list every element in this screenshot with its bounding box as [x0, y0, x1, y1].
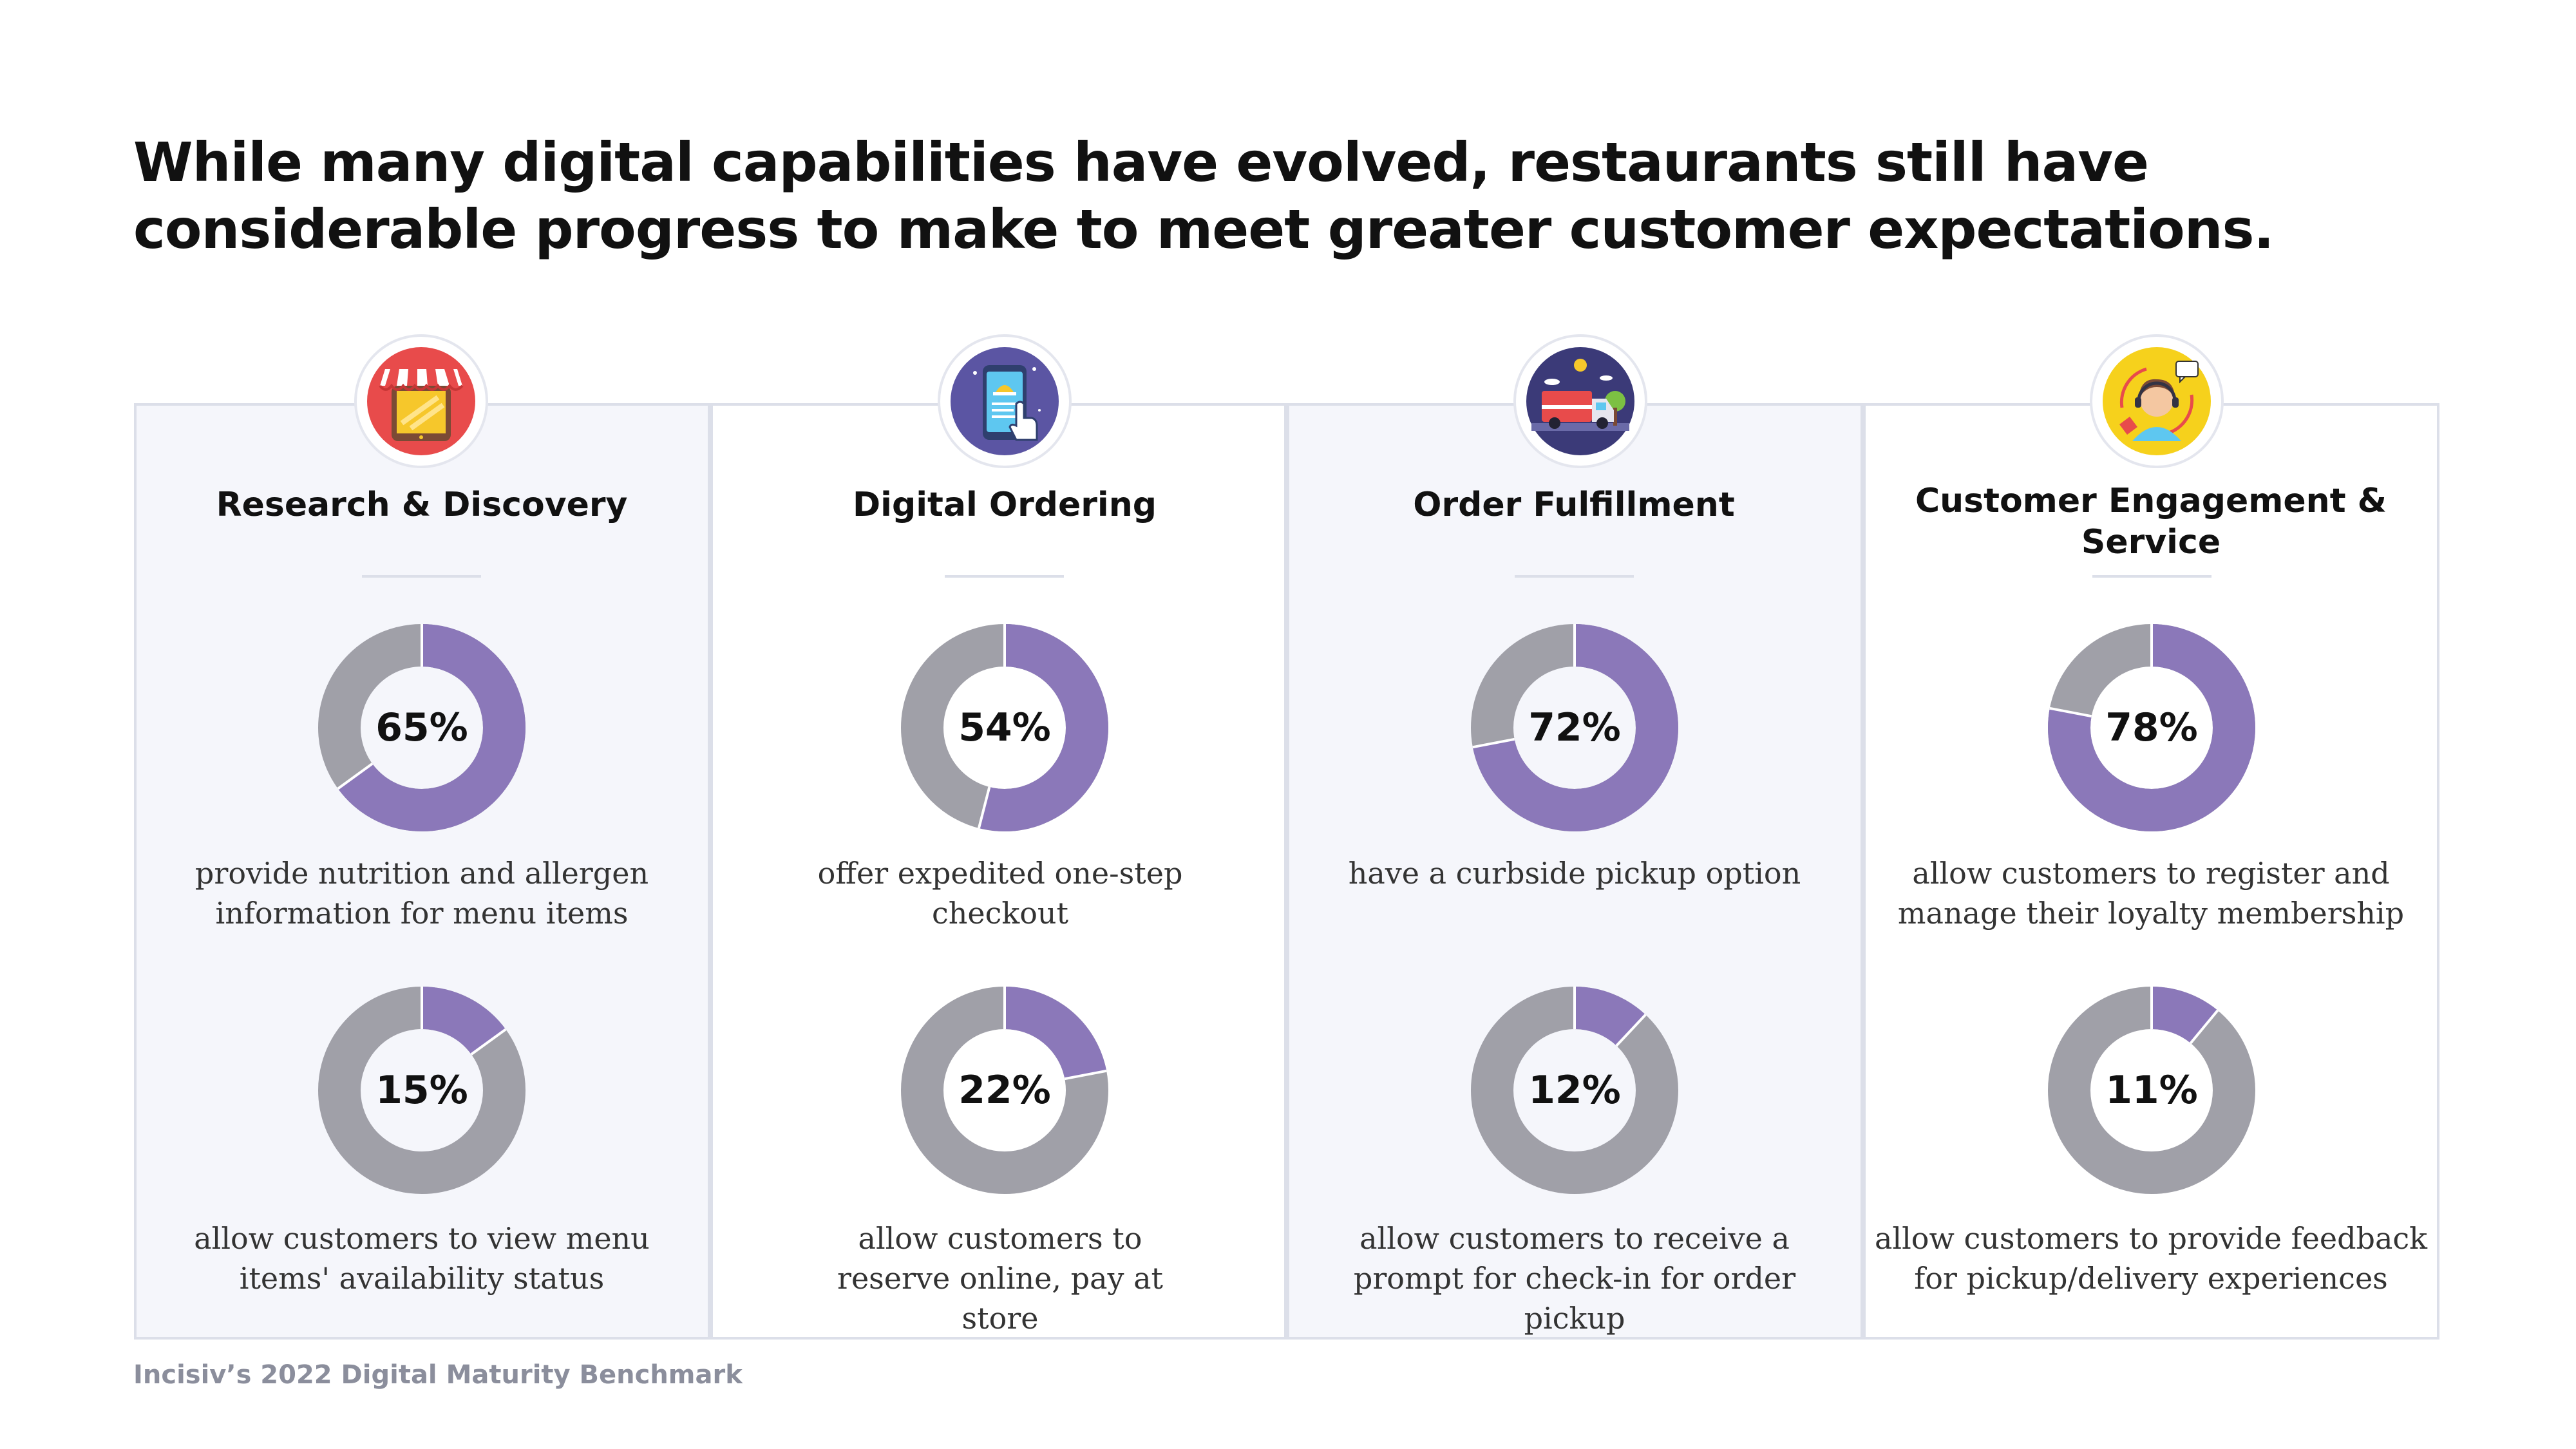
column-divider: [2092, 575, 2211, 578]
panel-order-fulfillment: [1287, 403, 1863, 1340]
donut-segment-separator: [1615, 1014, 1647, 1047]
donut-chart-research-discovery-2: 15%: [318, 987, 526, 1194]
stat-description: offer expedited one-step checkout: [817, 856, 1183, 931]
column-divider: [945, 575, 1064, 578]
donut-value-label: 54%: [958, 705, 1051, 750]
donut-value-label: 12%: [1528, 1068, 1621, 1113]
page-title: While many digital capabilities have evo…: [133, 131, 2274, 261]
customer-support-headset-icon: [2090, 334, 2224, 468]
donut-chart-customer-engagement-2: 11%: [2048, 987, 2255, 1194]
donut-segment-separator: [1064, 1069, 1107, 1081]
stat-description: allow customers to receive a prompt for …: [1353, 1221, 1796, 1336]
source-caption: Incisiv’s 2022 Digital Maturity Benchmar…: [133, 1360, 743, 1390]
donut-value-label: 15%: [375, 1068, 468, 1113]
donut-segment-separator: [2190, 1009, 2219, 1045]
donut-chart-order-fulfillment-2: 12%: [1471, 987, 1678, 1194]
stat-description: have a curbside pickup option: [1348, 856, 1801, 891]
stat-description: allow customers to reserve online, pay a…: [837, 1221, 1164, 1336]
stat-description: allow customers to provide feedback for …: [1874, 1221, 2428, 1296]
column-title-research-discovery: Research & Discovery: [216, 486, 628, 524]
stat-description: provide nutrition and allergen informati…: [194, 856, 649, 931]
donut-chart-order-fulfillment-1: 72%: [1471, 624, 1678, 831]
column-title-digital-ordering: Digital Ordering: [853, 486, 1157, 524]
stat-description: allow customers to register and manage t…: [1897, 856, 2405, 931]
donut-segment-separator: [1472, 737, 1515, 749]
donut-chart-digital-ordering-2: 22%: [901, 987, 1108, 1194]
donut-value-label: 11%: [2105, 1068, 2198, 1113]
donut-segment-separator: [2049, 706, 2092, 718]
storefront-tablet-icon: [354, 334, 488, 468]
donut-segment-separator: [337, 762, 374, 790]
donut-value-label: 78%: [2105, 705, 2198, 750]
donut-chart-research-discovery-1: 65%: [318, 624, 526, 831]
donut-segment-separator: [470, 1028, 507, 1056]
stat-description: allow customers to view menu items' avai…: [194, 1221, 650, 1296]
donut-value-label: 65%: [375, 705, 468, 750]
donut-value-label: 22%: [958, 1068, 1051, 1113]
column-title-customer-engagement: Customer Engagement & Service: [1915, 482, 2387, 562]
donut-chart-digital-ordering-1: 54%: [901, 624, 1108, 831]
donut-segment-separator: [978, 786, 991, 829]
column-title-order-fulfillment: Order Fulfillment: [1413, 486, 1735, 524]
donut-value-label: 72%: [1528, 705, 1621, 750]
mobile-ordering-icon: [938, 334, 1072, 468]
column-divider: [362, 575, 481, 578]
column-divider: [1515, 575, 1634, 578]
delivery-truck-icon: [1513, 334, 1647, 468]
donut-chart-customer-engagement-1: 78%: [2048, 624, 2255, 831]
